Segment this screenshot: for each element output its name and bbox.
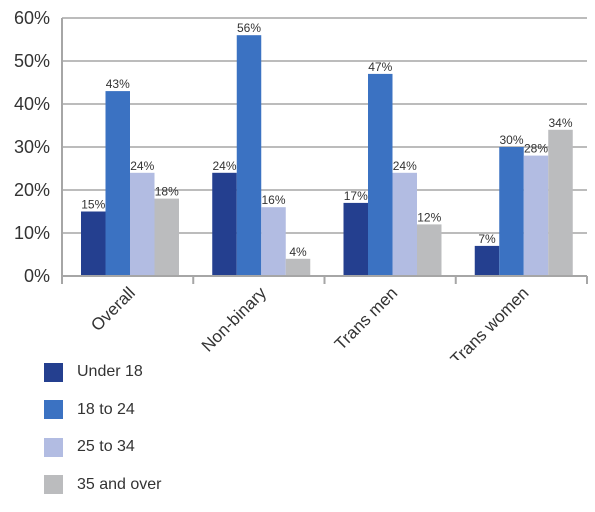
bar — [368, 73, 393, 277]
x-category-label: Trans women — [447, 283, 533, 360]
bars — [81, 35, 573, 277]
legend-item-35-and-over: 35 and over — [44, 475, 162, 495]
bar — [81, 211, 106, 276]
data-label: 4% — [289, 245, 307, 259]
y-tick-label: 20% — [14, 180, 50, 200]
data-label: 18% — [155, 185, 179, 199]
legend-swatch — [44, 362, 63, 382]
y-tick-label: 10% — [14, 223, 50, 243]
legend-swatch — [44, 475, 63, 494]
x-category-label: Overall — [87, 283, 139, 335]
data-label: 47% — [368, 60, 392, 74]
bar — [343, 202, 368, 276]
legend-item-25-to-34: 25 to 34 — [44, 437, 162, 457]
y-tick-label: 60% — [14, 8, 50, 28]
data-label: 7% — [478, 232, 496, 246]
bar — [212, 172, 237, 276]
legend-label: 35 and over — [77, 475, 162, 493]
data-label: 12% — [417, 210, 441, 224]
bar — [154, 198, 179, 276]
data-label: 28% — [524, 142, 548, 156]
data-label: 43% — [106, 77, 130, 91]
data-label: 17% — [344, 189, 368, 203]
bar-chart: 0%10%20%30%40%50%60% 15%43%24%18%24%56%1… — [14, 8, 588, 360]
data-label: 24% — [393, 159, 417, 173]
x-category-label: Trans men — [331, 283, 401, 353]
data-label: 16% — [261, 193, 285, 207]
x-category-label: Non-binary — [198, 283, 271, 356]
data-label: 24% — [130, 159, 154, 173]
bar — [499, 147, 524, 276]
bar — [261, 207, 286, 276]
y-tick-label: 40% — [14, 94, 50, 114]
data-label: 34% — [548, 116, 572, 130]
legend-item-under-18: Under 18 — [44, 362, 162, 382]
legend-item-18-to-24: 18 to 24 — [44, 400, 162, 420]
bar — [105, 91, 130, 276]
bar — [523, 155, 549, 276]
bar — [285, 258, 311, 276]
bar — [417, 224, 442, 276]
legend-swatch — [44, 437, 63, 457]
data-label: 56% — [237, 21, 261, 35]
x-axis: Overall Non-binary Trans men Trans women — [61, 275, 588, 360]
data-label: 24% — [212, 159, 236, 173]
bar — [392, 172, 417, 276]
legend: Under 18 18 to 24 25 to 34 35 and over — [44, 362, 162, 512]
bar — [236, 35, 262, 277]
bar — [474, 245, 500, 276]
bar — [130, 172, 155, 276]
y-tick-label: 30% — [14, 137, 50, 157]
bar — [548, 129, 573, 276]
data-label: 15% — [81, 198, 105, 212]
legend-label: 18 to 24 — [77, 400, 135, 418]
legend-label: 25 to 34 — [77, 438, 135, 455]
y-tick-label: 50% — [14, 51, 50, 71]
data-labels: 15%43%24%18%24%56%16%4%17%47%24%12%7%30%… — [81, 21, 573, 259]
y-axis: 0% 10% 20% 30% 40% 50% 60% — [14, 8, 63, 286]
legend-swatch — [44, 400, 63, 419]
legend-label: Under 18 — [77, 363, 143, 380]
data-label: 30% — [499, 133, 523, 147]
y-tick-label: 0% — [24, 266, 50, 286]
